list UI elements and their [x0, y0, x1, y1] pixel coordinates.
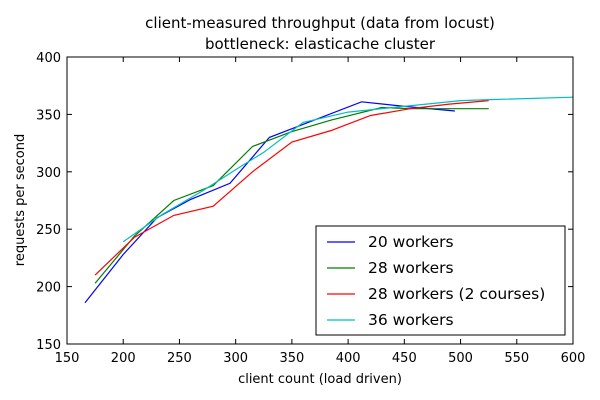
series-line-36-workers	[122, 96, 574, 243]
legend-label-28-workers: 28 workers	[368, 259, 454, 277]
series-line-28-workers-2-courses	[94, 100, 489, 276]
legend-label-36-workers: 36 workers	[368, 311, 454, 329]
x-tick-label: 550	[504, 351, 529, 366]
chart-title-line-1: client-measured throughput (data from lo…	[145, 14, 495, 32]
legend-box	[315, 225, 566, 336]
y-tick-label: 400	[36, 51, 61, 66]
y-tick-label: 350	[36, 108, 61, 123]
series-line-20-workers	[84, 101, 455, 304]
x-tick-label: 300	[223, 351, 248, 366]
x-tick-label: 150	[55, 351, 80, 366]
x-tick-label: 600	[561, 351, 586, 366]
y-tick-label: 200	[36, 281, 61, 296]
series-layer	[84, 96, 574, 304]
y-tick-label: 300	[36, 166, 61, 181]
x-tick-label: 500	[448, 351, 473, 366]
legend: 20 workers 28 workers 28 workers (2 cour…	[315, 225, 566, 336]
tick-layer: 150 200 250 300 350 400 450 500 550 600 150 200 250 3…	[36, 51, 585, 366]
series-line-28-workers	[94, 106, 489, 284]
legend-label-28-workers-2-courses: 28 workers (2 courses)	[368, 285, 545, 303]
x-tick-label: 350	[279, 351, 304, 366]
x-tick-label: 450	[392, 351, 417, 366]
plot-area-frame	[66, 56, 574, 345]
y-axis-label: requests per second	[13, 134, 28, 266]
y-tick-label: 250	[36, 223, 61, 238]
x-tick-label: 400	[336, 351, 361, 366]
y-tick-label: 150	[36, 338, 61, 353]
x-axis-label: client count (load driven)	[238, 372, 402, 387]
chart-title-line-2: bottleneck: elasticache cluster	[205, 35, 436, 53]
x-tick-label: 200	[111, 351, 136, 366]
x-tick-label: 250	[167, 351, 192, 366]
legend-label-20-workers: 20 workers	[368, 233, 454, 251]
